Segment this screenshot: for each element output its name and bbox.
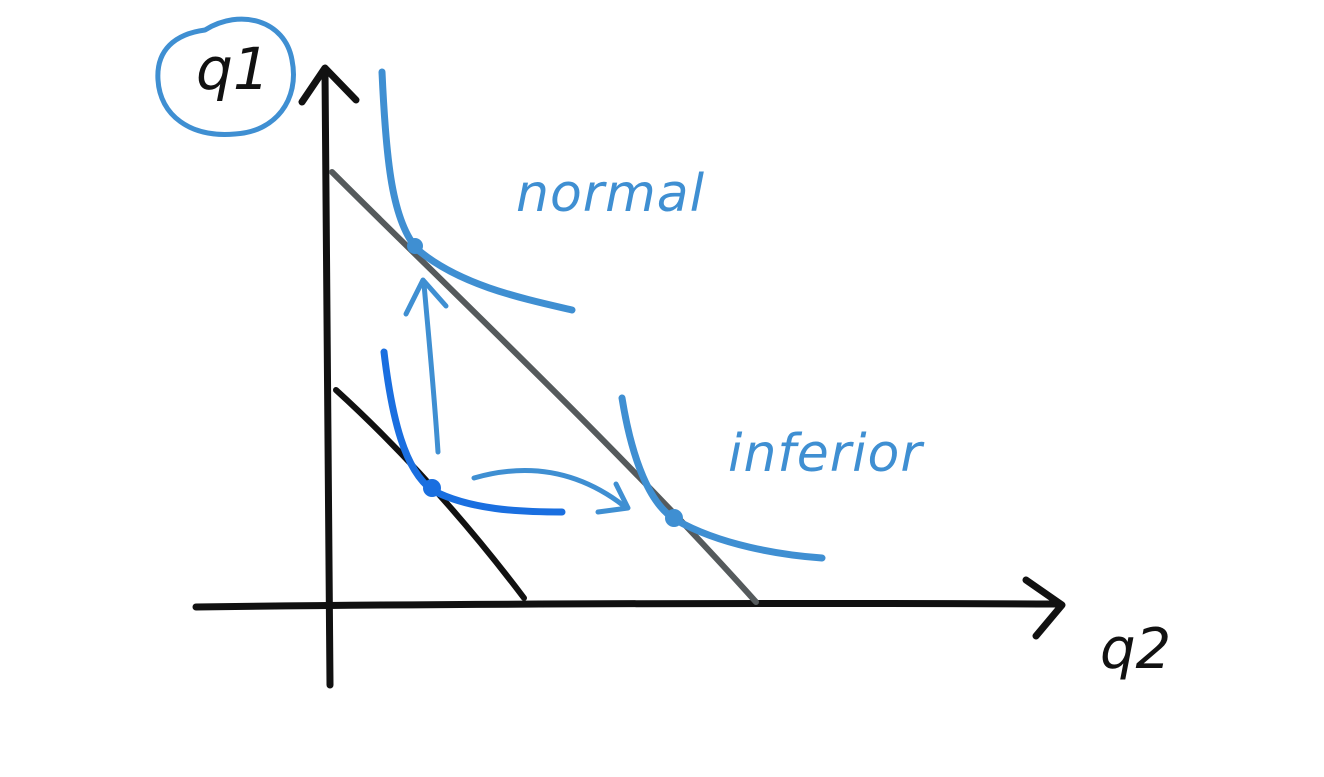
x-axis-label: q2: [1100, 617, 1172, 682]
budget-line-new: [329, 169, 759, 605]
arrow-to-normal: [421, 281, 441, 455]
label-inferior: inferior: [728, 424, 923, 484]
tangency-point-initial: [423, 479, 441, 497]
q1-highlight-circle: [155, 16, 296, 137]
x-axis: [192, 599, 1064, 611]
arrow-to-inferior: [471, 468, 627, 509]
y-axis-label: q1: [196, 35, 270, 103]
tangency-point-inferior: [665, 509, 683, 527]
y-axis: [321, 68, 334, 689]
x-axis-arrowhead: [1022, 576, 1066, 640]
tangency-point-normal: [407, 238, 423, 254]
label-normal: normal: [516, 164, 706, 224]
y-axis-arrowhead: [298, 64, 360, 106]
arrow-to-normal-head: [403, 277, 449, 317]
arrow-to-inferior-head: [595, 481, 631, 515]
